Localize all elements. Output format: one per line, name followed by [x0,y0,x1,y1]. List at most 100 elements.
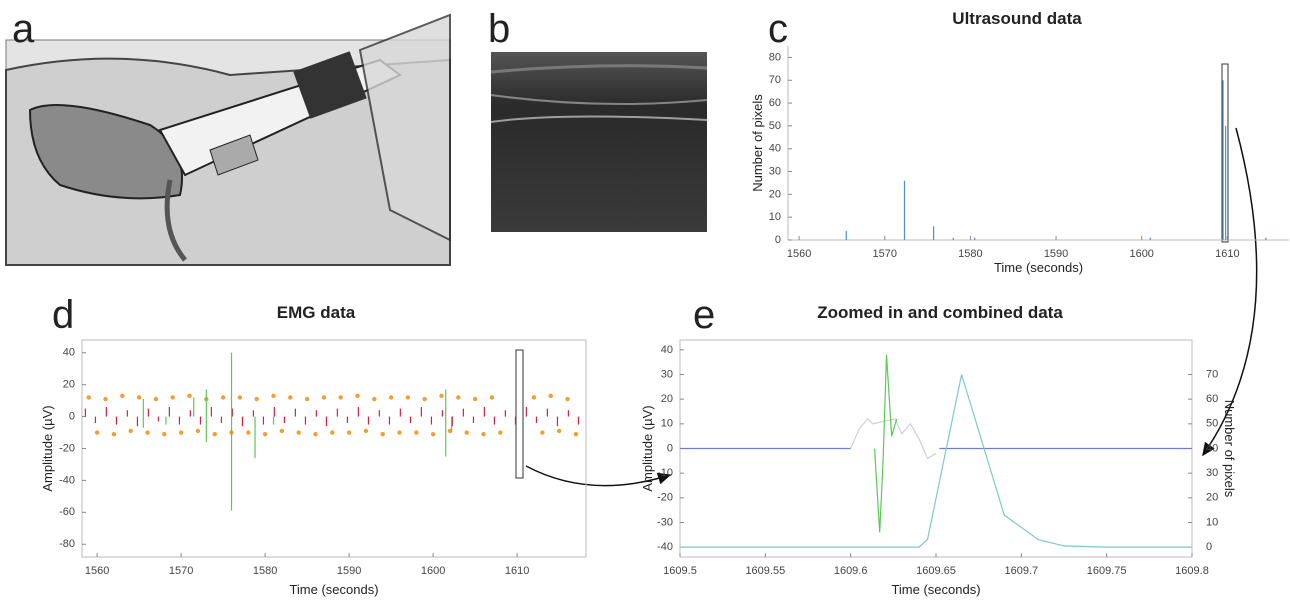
point [296,430,301,435]
point [456,395,461,400]
point [355,393,360,399]
chart-title: Zoomed in and combined data [817,303,1063,322]
point [556,428,562,434]
point [145,430,150,435]
y-tick-label: -80 [59,538,75,550]
point [304,396,310,402]
y-tick-label: 70 [769,74,781,86]
y-tick-label: 60 [769,97,781,109]
y2-tick-label: 20 [1206,492,1218,504]
x-axis-label: Time (seconds) [994,260,1083,275]
y-tick-label: 0 [775,234,781,246]
x-axis-label: Time (seconds) [289,582,378,597]
point [246,430,251,435]
x-tick-label: 1610 [505,565,529,577]
x-tick-label: 1600 [1129,248,1153,260]
point [94,430,100,435]
panel-label: b [488,7,510,51]
illustration [5,13,451,266]
point [430,431,436,437]
y-tick-label: -20 [59,442,75,454]
point [380,431,385,437]
selection-box [515,349,524,479]
y-tick-label: 0 [69,410,75,422]
point [254,396,259,402]
x-tick-label: 1560 [787,248,811,260]
arrow [525,465,672,487]
point [338,395,343,400]
point [363,428,369,434]
x-tick-label: 1570 [169,565,193,577]
point [128,428,133,434]
selection-box [1221,63,1229,243]
y-tick-label: 30 [769,165,781,177]
point [178,430,184,435]
y-tick-label: 10 [769,211,781,223]
point [111,431,117,437]
y-axis-label: Number of pixels [750,94,765,192]
y2-tick-label: 30 [1206,467,1218,479]
x-tick-label: 1609.75 [1087,565,1127,577]
point [548,393,553,399]
y-axis-label: Amplitude (µV) [40,405,55,491]
point [531,395,537,400]
point [162,431,167,437]
point [288,395,293,400]
data-line [850,418,937,460]
point [220,395,226,400]
plot-frame [81,339,587,558]
y2-tick-label: 70 [1206,368,1218,380]
panel-label: d [52,293,74,337]
point [464,430,469,435]
panel-label: c [768,7,788,51]
point [195,428,201,434]
y2-tick-label: 60 [1206,393,1218,405]
y-tick-label: 10 [661,418,673,430]
y-tick-label: -60 [59,506,75,518]
point [388,395,394,400]
y-tick-label: -40 [59,474,75,486]
x-tick-label: 1590 [337,565,361,577]
x-tick-label: 1609.7 [1005,565,1039,577]
point [498,430,503,435]
y-tick-label: 40 [661,344,673,356]
x-tick-label: 1560 [85,565,109,577]
x-tick-label: 1570 [873,248,897,260]
point [212,431,217,437]
y-tick-label: 40 [63,347,75,359]
y-tick-label: 20 [661,393,673,405]
y-tick-label: 30 [661,368,673,380]
point [153,396,159,402]
point [439,393,444,399]
data-line [680,374,1192,548]
y2-tick-label: 0 [1206,541,1212,553]
x-tick-label: 1590 [1044,248,1068,260]
y-tick-label: 40 [769,143,781,155]
y-tick-label: 20 [769,188,781,200]
y-tick-label: 0 [667,442,673,454]
x-tick-label: 1610 [1215,248,1239,260]
point [481,431,486,437]
point [414,430,419,435]
y-tick-label: -20 [657,492,673,504]
point [573,431,579,437]
x-tick-label: 1580 [958,248,982,260]
point [313,431,318,437]
x-tick-label: 1609.5 [663,565,697,577]
panel-label: e [693,293,715,337]
x-axis-label: Time (seconds) [891,582,980,597]
point [262,431,268,437]
y-tick-label: -40 [657,541,673,553]
point [472,396,478,402]
point [103,396,108,402]
y-tick-label: 20 [63,379,75,391]
y2-tick-label: 40 [1206,442,1218,454]
y-tick-label: 50 [769,120,781,132]
point [346,430,352,435]
point [330,430,335,435]
x-tick-label: 1600 [421,565,445,577]
ultrasound-image [490,52,708,232]
y2-axis-label: Number of pixels [1222,400,1237,498]
y2-tick-label: 50 [1206,418,1218,430]
